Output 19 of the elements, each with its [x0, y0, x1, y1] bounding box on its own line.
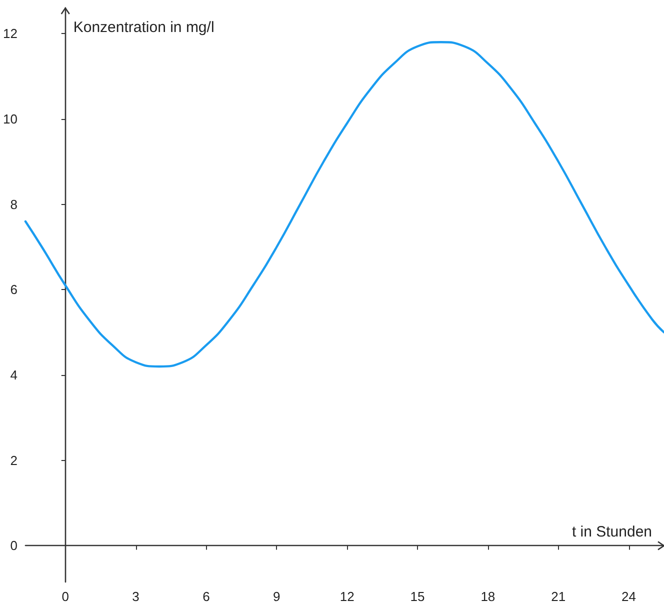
y-tick-label: 8: [10, 196, 18, 212]
x-tick-label: 9: [273, 589, 280, 603]
x-tick-label: 0: [62, 589, 69, 603]
y-tick-label: 6: [10, 282, 18, 298]
y-tick-label: 12: [2, 26, 18, 42]
y-tick-label: 4: [10, 368, 18, 383]
x-tick-label: 21: [551, 589, 566, 603]
y-tick-label: 10: [2, 111, 18, 126]
x-tick-label: 3: [132, 589, 140, 603]
x-tick-label: 12: [340, 589, 354, 603]
x-tick-label: 15: [410, 589, 425, 603]
y-axis-title: Konzentration in mg/l: [73, 19, 214, 36]
y-tick-label: 2: [10, 452, 18, 468]
x-tick-label: 18: [480, 589, 496, 603]
y-tick-label: 0: [10, 538, 18, 554]
line-series: [24, 41, 664, 368]
x-tick-label: 24: [622, 589, 636, 603]
x-axis-title: t in Stunden: [572, 524, 652, 541]
x-tick-label: 6: [202, 589, 210, 603]
